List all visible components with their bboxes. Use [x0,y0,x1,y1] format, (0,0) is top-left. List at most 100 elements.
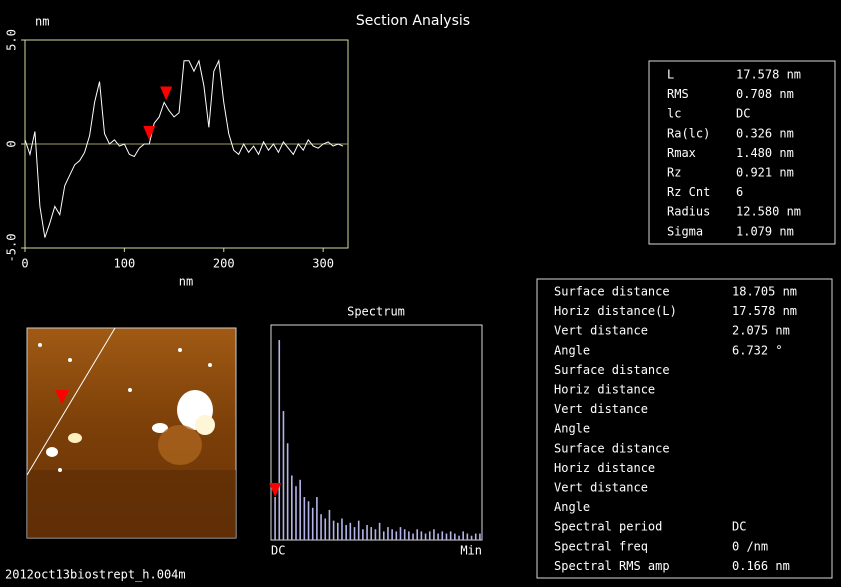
measurement-value: 0.166 nm [732,559,790,573]
spectrum-bar [291,475,293,540]
stat-label: Ra(lc) [667,126,710,140]
stat-label: L [667,68,674,82]
measurement-label: Surface distance [554,285,670,299]
spectrum-bar [378,522,381,540]
stat-label: Radius [667,205,710,219]
stat-value: 0.708 nm [736,87,794,101]
spectrum-bar [416,529,419,540]
measurement-value: 6.732 ° [732,343,783,357]
spectrum-bar [374,529,377,540]
stat-value: 0.326 nm [736,126,794,140]
spectrum-bar [395,531,398,540]
spectrum-bar [433,529,435,540]
spectrum-bar [470,535,473,540]
stat-label: Sigma [667,224,703,238]
measurement-label: Horiz distance [554,461,655,475]
stat-label: Rmax [667,146,696,160]
stat-value: 17.578 nm [736,68,801,82]
y-axis-unit: nm [35,15,49,29]
measurement-label: Angle [554,500,590,514]
stat-label: lc [667,107,681,121]
x-tick-label: 0 [21,257,28,271]
y-tick-label: -5.0 [5,234,19,263]
measurement-label: Angle [554,343,590,357]
spectrum-bar [370,527,373,540]
measurement-value: 17.578 nm [732,304,797,318]
spectrum-bar [437,533,439,540]
stat-value: 6 [736,185,743,199]
spectrum-cursor [269,483,282,497]
measurement-label: Surface distance [554,363,670,377]
spectrum-bar [466,533,469,540]
spectrum-bar [311,507,314,540]
stat-value: 1.079 nm [736,224,794,238]
stat-value: 0.921 nm [736,166,794,180]
spectrum-bar [366,524,368,540]
spectrum-bar [382,531,385,540]
measurement-label: Horiz distance(L) [554,304,677,318]
measurements-box [536,278,833,579]
measurement-label: Angle [554,422,590,436]
spectrum-bar [458,535,460,540]
measurement-value: 0 /nm [732,539,768,553]
stat-value: 12.580 nm [736,205,801,219]
spectrum-bar [362,529,364,540]
spectrum-bar [428,531,431,540]
afm-image [26,327,237,539]
spectrum-bar [357,520,360,540]
spectrum-bar [336,522,339,540]
x-tick-label: 100 [114,257,136,271]
spectrum-bar [449,531,452,540]
y-tick-label: 5.0 [5,29,19,51]
spectrum-bar [316,497,318,540]
spectrum-bar [353,527,356,540]
spectrum-bar [286,443,289,540]
measurement-label: Horiz distance [554,383,655,397]
measurement-label: Vert distance [554,324,648,338]
spectrum-bar [387,527,389,540]
y-tick-label: 0 [5,140,19,147]
spectrum-bar [332,520,335,540]
measurement-value: DC [732,520,746,534]
spectrum-bar [341,518,343,540]
cursor-marker [160,86,173,101]
spectrum-bar [324,518,327,540]
measurement-value: 2.075 nm [732,324,790,338]
stat-label: RMS [667,87,689,101]
spectrum-bar [462,531,464,540]
spectrum-bar [345,524,347,540]
profile-line [24,59,344,238]
spectrum-bar [424,533,427,540]
x-axis-unit: nm [179,275,193,289]
x-tick-label: 300 [312,257,334,271]
cursor-marker [143,126,156,140]
measurement-label: Vert distance [554,402,648,416]
x-tick-label: DC [271,544,285,558]
spectrum-bar [399,527,402,540]
spectrum-bar [278,340,281,540]
stat-value: 1.480 nm [736,146,794,160]
x-tick-label: Min [460,544,482,558]
measurement-label: Surface distance [554,441,670,455]
measurement-value: 18.705 nm [732,285,797,299]
file-name: 2012oct13biostrept_h.004m [5,568,186,582]
statistics-box [648,60,836,245]
stat-value: DC [736,107,750,121]
spectrum-bar [391,529,393,540]
measurement-label: Spectral freq [554,539,648,553]
spectrum-bar [403,529,406,540]
spectrum-bar [420,531,423,540]
window-title: Section Analysis [356,13,470,29]
measurement-label: Spectral period [554,520,662,534]
measurement-label: Spectral RMS amp [554,559,670,573]
spectrum-bar [307,501,310,540]
spectrum-bar [474,533,477,540]
spectrum-frame [270,324,483,541]
spectrum-bar [445,533,448,540]
spectrum-bar [349,522,352,540]
x-tick-label: 200 [213,257,235,271]
spectrum-bar [412,533,414,540]
spectrum-bar [295,486,297,540]
